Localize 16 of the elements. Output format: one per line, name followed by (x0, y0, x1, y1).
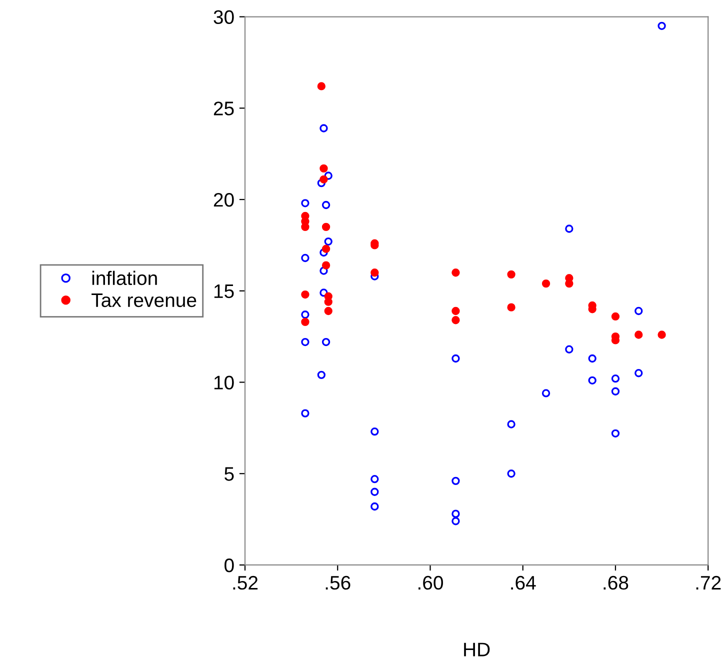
x-tick-label: .56 (326, 576, 350, 590)
x-tick-label: .68 (604, 576, 628, 590)
x-tick-label: .64 (511, 576, 536, 590)
legend-label: Tax revenue (92, 294, 196, 308)
y-tick-label: 25 (214, 102, 234, 116)
y-tick-label: 30 (214, 10, 234, 24)
y-tick-label: 15 (214, 284, 234, 298)
y-tick-label: 10 (214, 376, 234, 390)
legend-label: inflation (92, 270, 157, 286)
y-tick-label: 5 (224, 467, 234, 481)
y-tick-label: 20 (214, 192, 234, 207)
y-tick-label: 0 (224, 558, 234, 572)
x-axis-title: HD (464, 642, 490, 656)
x-tick-label: .72 (696, 576, 721, 590)
x-tick-label: .52 (233, 576, 258, 590)
x-tick-label: .60 (418, 576, 443, 590)
